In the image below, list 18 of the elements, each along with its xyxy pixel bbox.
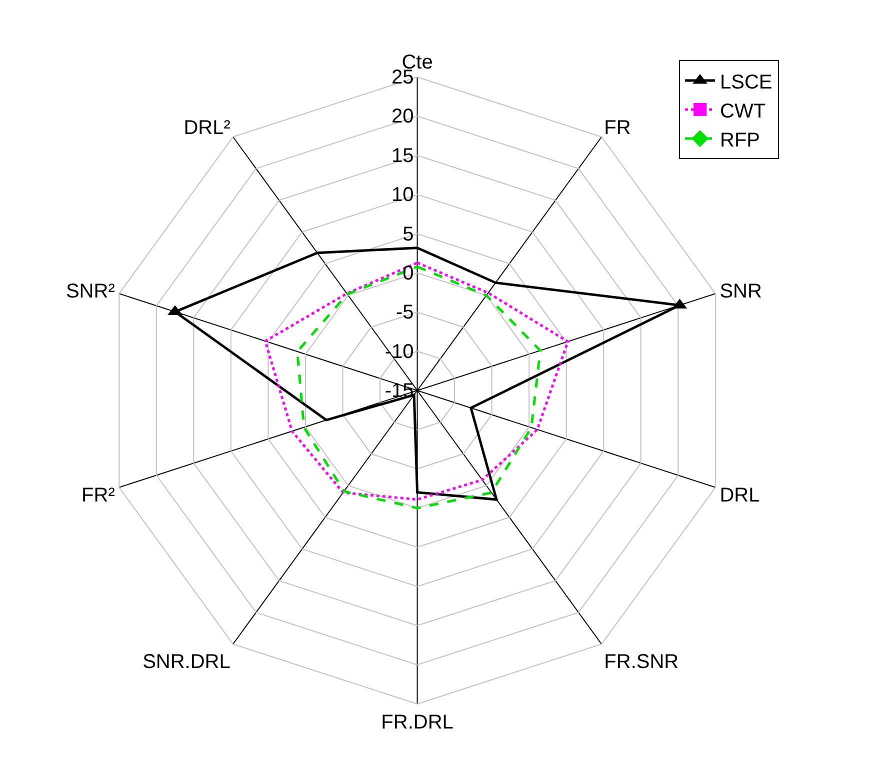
legend-label: CWT bbox=[720, 100, 766, 122]
y-tick-label: -5 bbox=[396, 302, 414, 324]
y-tick-label: 20 bbox=[392, 106, 414, 128]
spoke-label: FR² bbox=[82, 484, 116, 507]
spoke-label: FR.SNR bbox=[604, 651, 679, 674]
spoke-label: SNR² bbox=[66, 280, 116, 303]
y-tick-label: 0 bbox=[402, 262, 414, 284]
y-tick-label: 15 bbox=[392, 144, 414, 167]
y-tick-label: 10 bbox=[392, 184, 414, 206]
spoke-label: SNR bbox=[720, 280, 762, 303]
spoke-label: SNR.DRL bbox=[142, 651, 230, 674]
spoke-label: DRL bbox=[720, 484, 760, 507]
spoke-label: FR.DRL bbox=[381, 711, 454, 734]
spoke-label: DRL² bbox=[184, 117, 231, 140]
legend-label: LSCE bbox=[720, 71, 772, 94]
legend-label: RFP bbox=[720, 129, 760, 152]
spoke-label: FR bbox=[604, 117, 631, 140]
y-tick-label: 5 bbox=[402, 223, 414, 246]
